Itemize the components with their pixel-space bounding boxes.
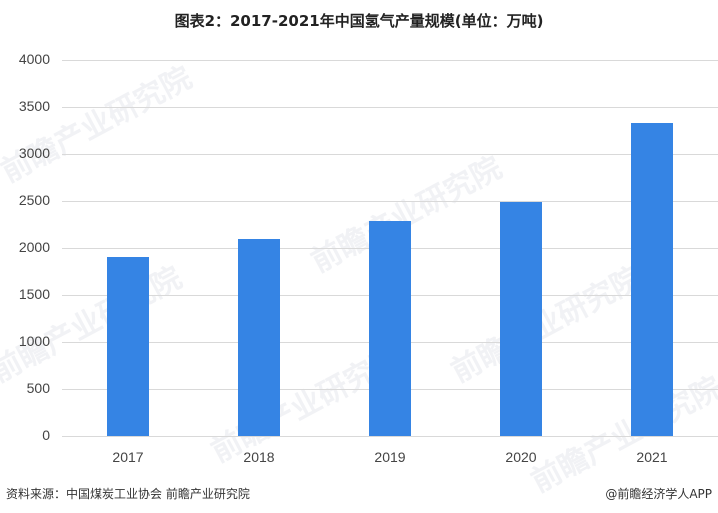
y-tick-label: 3000 bbox=[18, 145, 50, 161]
gridline bbox=[62, 436, 718, 437]
y-tick-label: 4000 bbox=[18, 51, 50, 67]
x-tick-label: 2020 bbox=[505, 449, 537, 465]
x-tick-label: 2021 bbox=[636, 449, 668, 465]
bar-2021 bbox=[631, 123, 673, 436]
y-tick-label: 0 bbox=[42, 427, 50, 443]
y-tick-label: 1000 bbox=[18, 333, 50, 349]
gridline bbox=[62, 154, 718, 155]
gridline bbox=[62, 60, 718, 61]
y-tick-label: 500 bbox=[26, 380, 50, 396]
chart-plot-area: 前瞻产业研究院 前瞻产业研究院 前瞻产业研究院 前瞻产业研究院 前瞻产业研究院 前瞻产业研… bbox=[0, 51, 718, 500]
y-tick-label: 1500 bbox=[18, 286, 50, 302]
y-tick-label: 2500 bbox=[18, 192, 50, 208]
x-tick-label: 2019 bbox=[374, 449, 406, 465]
gridline bbox=[62, 107, 718, 108]
x-tick-label: 2018 bbox=[243, 449, 275, 465]
y-tick-label: 2000 bbox=[18, 239, 50, 255]
watermark: 前瞻产业研究院 bbox=[0, 60, 198, 190]
bar-2018 bbox=[238, 239, 280, 436]
watermark: 前瞻产业研究院 bbox=[0, 260, 188, 390]
credit-note: @前瞻经济学人APP bbox=[605, 487, 712, 501]
chart-title: 图表2：2017-2021年中国氢气产量规模(单位：万吨) bbox=[174, 12, 544, 30]
watermark: 前瞻产业研究院 bbox=[525, 370, 718, 500]
bar-2020 bbox=[500, 202, 542, 436]
gridline bbox=[62, 201, 718, 202]
watermark: 前瞻产业研究院 bbox=[445, 260, 648, 390]
bar-2019 bbox=[369, 221, 411, 436]
y-tick-label: 3500 bbox=[18, 98, 50, 114]
source-note: 资料来源：中国煤炭工业协会 前瞻产业研究院 bbox=[6, 487, 250, 501]
bar-2017 bbox=[107, 257, 149, 436]
x-tick-label: 2017 bbox=[112, 449, 144, 465]
